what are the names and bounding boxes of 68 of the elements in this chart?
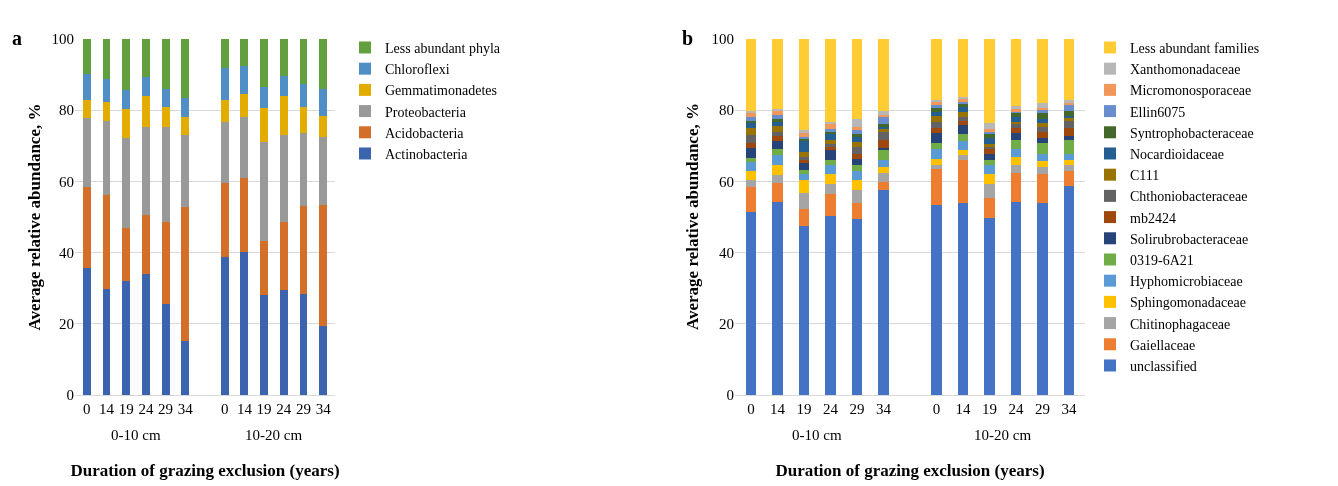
y-tick-label: 60 xyxy=(719,173,734,190)
x-tick-label: 34 xyxy=(177,401,194,417)
x-tick-label: 14 xyxy=(769,401,786,417)
x-tick-label: 29 xyxy=(295,401,311,417)
legend-label: Ellin6075 xyxy=(1130,104,1186,120)
x-axis-title: Duration of grazing exclusion (years) xyxy=(775,461,1045,481)
legend-label: Nocardioidaceae xyxy=(1130,146,1225,162)
x-tick-label: 34 xyxy=(315,401,332,417)
x-tick-label: 0 xyxy=(220,401,229,417)
legend-label: C111 xyxy=(1130,168,1160,184)
legend-label: Sphingomonadaceae xyxy=(1130,295,1246,311)
legend-label: unclassified xyxy=(1130,358,1197,374)
y-tick-label: 40 xyxy=(59,244,74,261)
legend-label: Solirubrobacteraceae xyxy=(1130,231,1249,247)
x-tick-label: 24 xyxy=(1008,401,1025,417)
legend-label: Chitinophagaceae xyxy=(1130,316,1231,332)
chart-title: a xyxy=(12,27,22,49)
legend-label: Chthoniobacteraceae xyxy=(1130,189,1248,205)
x-tick-label: 14 xyxy=(99,401,115,417)
y-tick-label: 100 xyxy=(51,31,74,48)
text: 10-20 cm xyxy=(245,427,303,443)
legend-label: Acidobacteria xyxy=(385,125,465,141)
y-tick-label: 100 xyxy=(711,31,734,48)
x-tick-label: 24 xyxy=(138,401,154,417)
y-tick-label: 80 xyxy=(59,102,74,119)
legend-label: Gaiellaceae xyxy=(1130,337,1196,353)
x-tick-label: 14 xyxy=(955,401,972,417)
x-tick-label: 0 xyxy=(747,401,755,417)
y-axis-title: Average relative abundance, % xyxy=(24,103,44,331)
y-tick-label: 80 xyxy=(719,102,734,119)
x-tick-label: 29 xyxy=(1035,401,1051,417)
y-tick-label: 0 xyxy=(726,387,734,404)
legend-label: Less abundant phyla xyxy=(385,40,501,56)
text: 0-10 cm xyxy=(111,427,161,443)
text: 10-20 cm xyxy=(974,427,1032,443)
legend-label: Xanthomonadaceae xyxy=(1130,62,1241,78)
text: 0-10 cm xyxy=(792,427,842,443)
legend-label: 0319-6A21 xyxy=(1130,252,1194,268)
legend-label: Micromonosporaceae xyxy=(1130,83,1252,99)
x-axis-title: Duration of grazing exclusion (years) xyxy=(70,461,340,481)
legend-label: Actinobacteria xyxy=(385,146,469,162)
x-tick-label: 29 xyxy=(158,401,174,417)
chart-title: b xyxy=(682,27,694,49)
legend-label: Chloroflexi xyxy=(385,62,450,78)
x-tick-label: 34 xyxy=(875,401,892,417)
legend-label: Hyphomicrobiaceae xyxy=(1130,274,1243,290)
y-axis-title: Average relative abundance, % xyxy=(683,103,702,330)
x-tick-label: 19 xyxy=(796,401,812,417)
x-tick-label: 24 xyxy=(822,401,839,417)
y-tick-label: 20 xyxy=(719,316,734,333)
legend-label: Gemmatimonadetes xyxy=(385,83,497,99)
x-tick-label: 19 xyxy=(256,401,272,417)
y-tick-label: 0 xyxy=(66,387,74,404)
legend-label: Less abundant families xyxy=(1130,40,1260,56)
legend-label: Proteobacteria xyxy=(385,104,467,120)
x-tick-label: 34 xyxy=(1061,401,1078,417)
y-tick-label: 60 xyxy=(59,173,74,190)
x-tick-label: 0 xyxy=(932,401,941,417)
y-tick-label: 20 xyxy=(59,316,74,333)
x-tick-label: 19 xyxy=(118,401,134,417)
legend-label: Syntrophobacteraceae xyxy=(1130,125,1254,141)
x-tick-label: 19 xyxy=(982,401,998,417)
x-tick-label: 14 xyxy=(236,401,253,417)
x-tick-label: 0 xyxy=(83,401,91,417)
legend-label: mb2424 xyxy=(1130,210,1176,226)
x-tick-label: 24 xyxy=(276,401,292,417)
x-tick-label: 29 xyxy=(849,401,865,417)
y-tick-label: 40 xyxy=(719,244,734,261)
